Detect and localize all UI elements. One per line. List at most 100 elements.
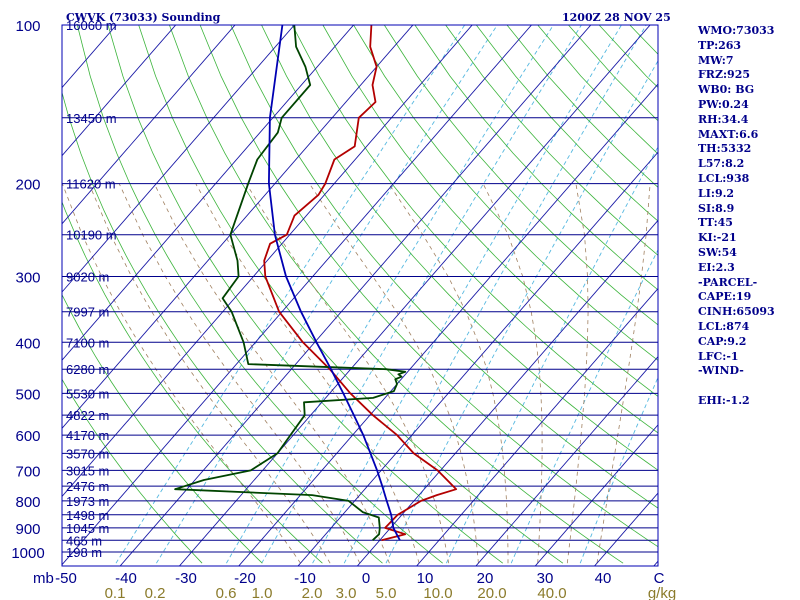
chart-series — [174, 25, 458, 542]
mixing-ratio-label: 10.0 — [423, 585, 452, 600]
isotherm-line — [62, 25, 236, 225]
moist-adiabat — [195, 183, 420, 564]
index-line: CAPE:19 — [698, 290, 752, 304]
index-line: TP:263 — [698, 38, 742, 52]
index-line: WB0: BG — [698, 83, 755, 97]
isotherm-line — [62, 25, 473, 498]
dry-adiabat — [783, 25, 800, 563]
dry-adiabat — [383, 25, 658, 326]
temperature-tick-label: 10 — [417, 570, 434, 587]
pressure-tick-label: 200 — [15, 177, 40, 194]
mixing-ratio-label: 0.6 — [216, 585, 237, 600]
temperature-tick-label: 40 — [595, 570, 612, 587]
dry-adiabat — [62, 200, 323, 564]
isotherm-line — [297, 151, 658, 566]
mixing-ratio-line — [115, 25, 466, 564]
mixing-ratio-label: 2.0 — [302, 585, 323, 600]
pressure-tick-label: 500 — [15, 386, 40, 403]
dry-adiabat — [322, 25, 658, 397]
index-line: FRZ:925 — [698, 68, 751, 82]
index-line: -PARCEL- — [698, 275, 758, 289]
index-line: EI:2.3 — [698, 260, 735, 274]
temperature-tick-label: -20 — [234, 570, 256, 587]
height-label: 2476 m — [66, 479, 109, 494]
mixing-ratio-line — [385, 60, 658, 564]
mixing-ratio-label: 5.0 — [376, 585, 397, 600]
plot-background — [62, 25, 658, 566]
index-line: CAP:9.2 — [698, 334, 747, 348]
dry-adiabat — [62, 293, 263, 564]
temperature-tick-label: 20 — [477, 570, 494, 587]
temperature-tick-label: 30 — [537, 570, 554, 587]
index-line: LCL:938 — [698, 171, 750, 185]
temperature-tick-label: -40 — [115, 570, 137, 587]
height-label: 4170 m — [66, 428, 109, 443]
index-line: LFC:-1 — [698, 349, 739, 363]
mixing-ratio-line — [156, 25, 498, 564]
moist-adiabat — [309, 183, 479, 564]
moist-adiabat — [482, 183, 543, 564]
height-label: 10190 m — [66, 228, 117, 243]
temperature-tick-label: C — [654, 570, 665, 587]
index-line: RH:34.4 — [698, 112, 749, 126]
mixing-ratio-label: 40.0 — [537, 585, 566, 600]
mixing-ratio-label: 0.1 — [105, 585, 126, 600]
isotherm-line — [62, 25, 355, 361]
pressure-tick-label: 400 — [15, 335, 40, 352]
index-line: PW:0.24 — [698, 97, 749, 111]
isotherm-line — [62, 25, 177, 157]
isotherm-line — [62, 25, 295, 293]
height-label: 1973 m — [66, 494, 109, 509]
dry-adiabat — [107, 25, 504, 564]
temperature-tick-label: -10 — [294, 570, 316, 587]
index-line: LI:9.2 — [698, 186, 735, 200]
index-line: LCL:874 — [698, 319, 750, 333]
mixing-ratio-label: 3.0 — [336, 585, 357, 600]
pressure-tick-label: 600 — [15, 428, 40, 445]
height-label: 465 m — [66, 533, 102, 548]
isotherm-line — [534, 424, 658, 566]
moist-adiabat — [153, 183, 390, 564]
height-label: 6280 m — [66, 362, 109, 377]
moist-adiabat — [118, 183, 361, 564]
moist-adiabat — [88, 183, 331, 564]
height-label: 198 m — [66, 545, 102, 560]
height-label: 9020 m — [66, 269, 109, 284]
isotherm-line — [416, 287, 658, 566]
height-label: 1498 m — [66, 508, 109, 523]
height-label: 11620 m — [66, 177, 116, 192]
height-label: 3015 m — [66, 463, 109, 478]
isotherm-line — [62, 25, 414, 430]
index-line: SW:54 — [698, 245, 737, 259]
pressure-tick-label: 800 — [15, 494, 40, 511]
isotherm-line — [62, 25, 533, 566]
indices-panel: WMO:73033 TP:263 MW:7 FRZ:925 WB0: BG PW:0.24… — [698, 24, 775, 409]
pressure-tick-label: 1000 — [11, 545, 44, 562]
moist-adiabat — [596, 183, 651, 564]
temperature-tick-label: -50 — [55, 570, 77, 587]
sounding-time: 1200Z 28 NOV 25 — [562, 11, 671, 24]
isotherm-line — [356, 219, 658, 566]
dry-adiabat — [169, 25, 624, 564]
isotherm-line — [475, 356, 658, 566]
mixing-ratio-label: 0.2 — [145, 585, 166, 600]
temperature-line — [263, 25, 458, 542]
dry-adiabat — [445, 25, 658, 256]
index-line: -WIND- — [698, 364, 744, 378]
isotherm-line — [178, 25, 651, 566]
height-label: 5530 m — [66, 386, 109, 401]
mixing-ratio-unit-label: g/kg — [648, 585, 676, 600]
index-line: CINH:65093 — [698, 305, 775, 319]
index-line: KI:-21 — [698, 231, 737, 245]
pressure-tick-label: 300 — [15, 269, 40, 286]
dry-adiabat — [353, 25, 658, 361]
dry-adiabat — [230, 25, 658, 509]
isotherm-line — [119, 25, 592, 566]
temperature-tick-label: 0 — [362, 570, 370, 587]
dry-adiabat — [199, 25, 658, 548]
index-line: MW:7 — [698, 53, 734, 67]
dry-adiabat — [76, 25, 443, 564]
parcel-path-line — [267, 25, 401, 541]
